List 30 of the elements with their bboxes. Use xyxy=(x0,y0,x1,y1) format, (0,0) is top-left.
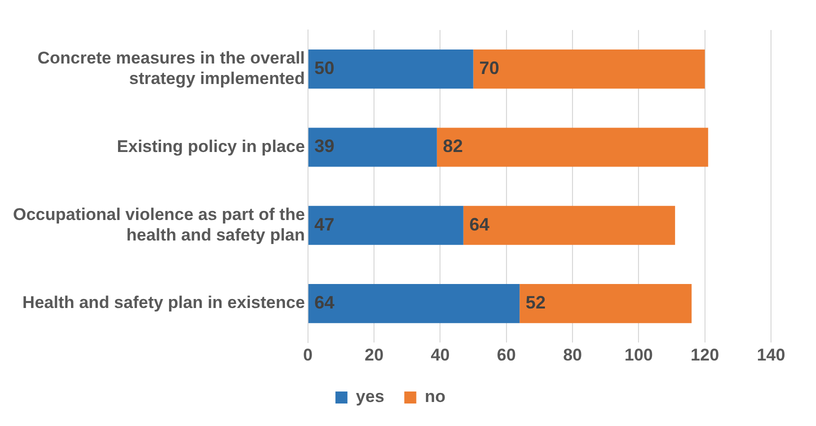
legend-label: yes xyxy=(356,387,384,406)
y-tick-label: Health and safety plan in existence xyxy=(22,293,305,312)
bar xyxy=(308,284,520,324)
x-tick-label: 120 xyxy=(690,345,720,364)
data-label: 47 xyxy=(314,214,334,234)
bar xyxy=(308,128,437,167)
y-tick-label: Occupational violence as part of the health and safety plan xyxy=(13,204,305,244)
y-tick-label: Existing policy in place xyxy=(116,136,305,156)
data-label: 39 xyxy=(314,136,334,156)
data-label: 70 xyxy=(479,58,500,78)
x-tick-label: 80 xyxy=(563,345,582,364)
bar xyxy=(463,206,676,245)
bar xyxy=(473,50,705,89)
x-tick-label: 20 xyxy=(364,345,384,364)
y-tick-label: Concrete measures in the overall strategy implemented xyxy=(38,48,305,88)
data-label: 64 xyxy=(469,214,490,234)
bar xyxy=(436,128,708,167)
x-tick-label: 140 xyxy=(756,345,786,364)
data-label: 82 xyxy=(442,136,463,156)
x-tick-label: 0 xyxy=(303,345,313,364)
bar xyxy=(308,50,474,89)
data-label: 64 xyxy=(314,292,334,312)
x-tick-label: 100 xyxy=(624,345,653,364)
data-label: 50 xyxy=(314,58,334,78)
legend-label: no xyxy=(424,387,446,406)
x-tick-label: 60 xyxy=(496,345,516,364)
bar xyxy=(520,284,692,324)
bar xyxy=(308,206,464,245)
x-tick-label: 40 xyxy=(430,345,450,364)
data-label: 52 xyxy=(526,292,546,312)
